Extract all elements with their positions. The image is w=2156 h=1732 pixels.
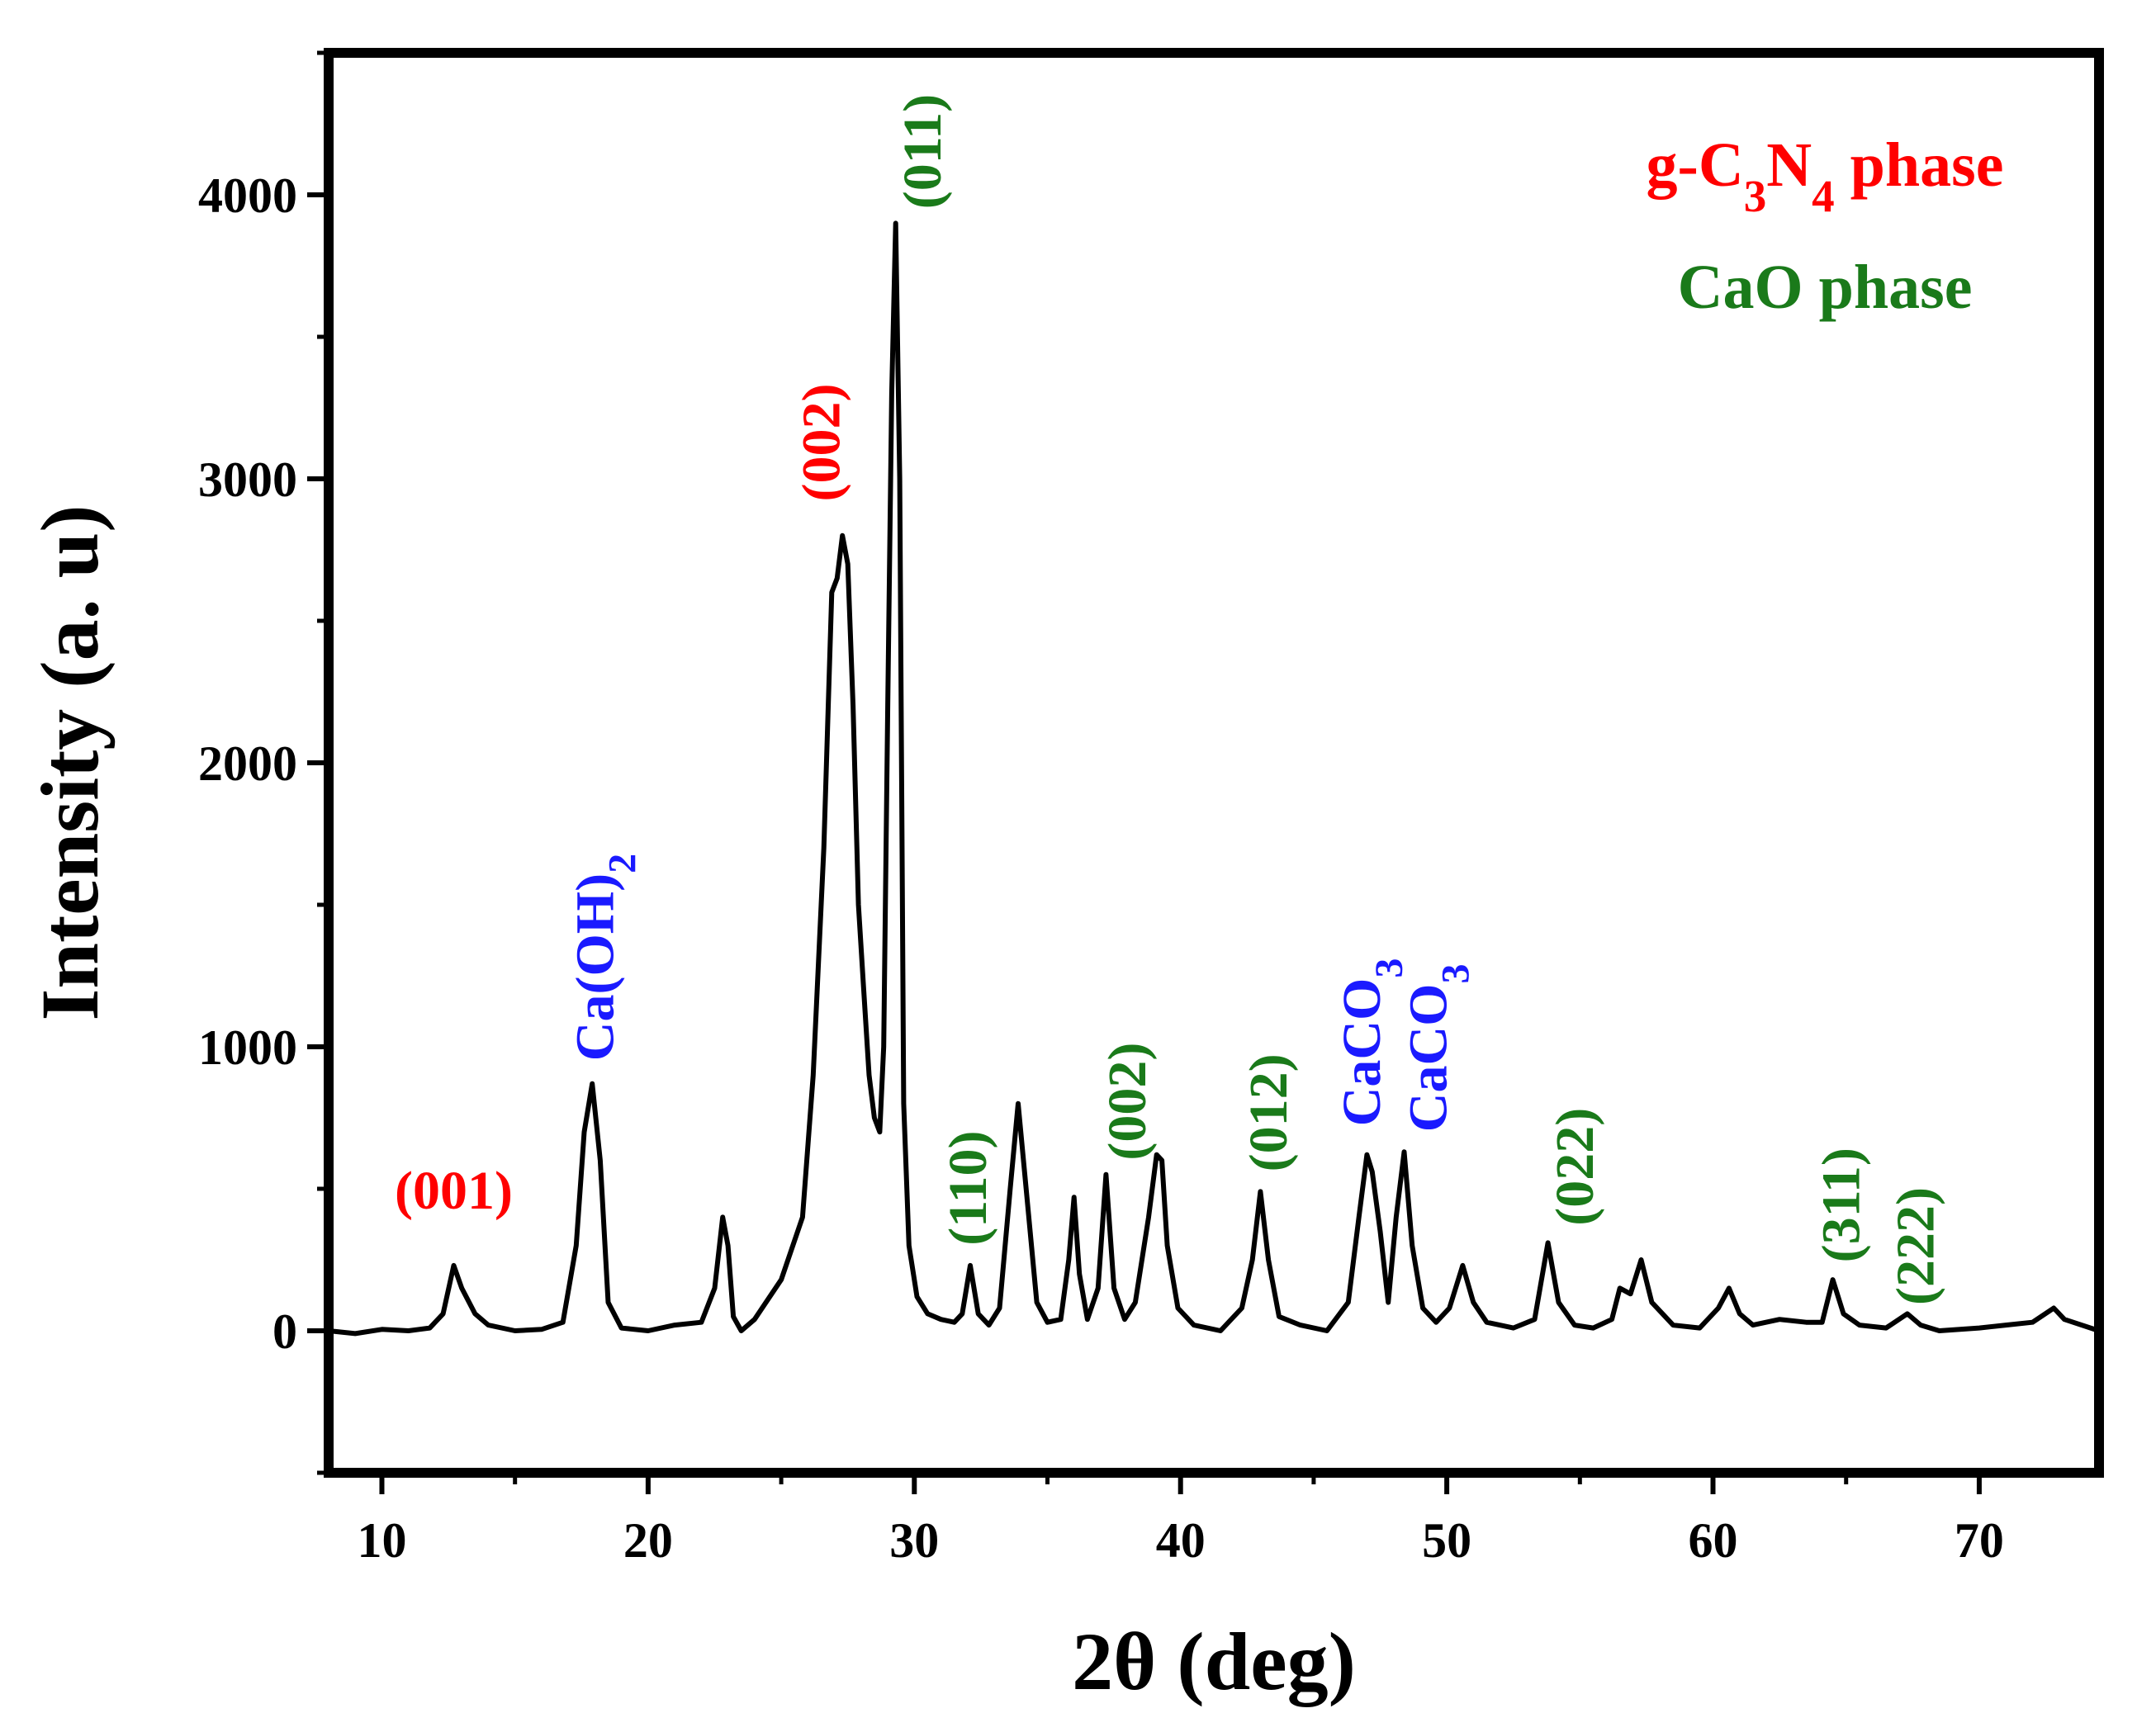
plot-frame <box>324 48 2104 1478</box>
xrd-series-line <box>328 220 2100 1337</box>
x-tick-labels: 10 20 30 40 50 60 70 <box>357 1513 2003 1568</box>
legend-gcn-phase: g-C3N4 phase <box>1647 130 2004 221</box>
peak-label: (002) <box>1097 1043 1158 1161</box>
peak-label: (110) <box>938 1130 998 1245</box>
legend: g-C3N4 phase CaO phase <box>1647 130 2004 322</box>
y-tick-label: 1000 <box>198 1020 297 1075</box>
x-tick-label: 10 <box>357 1513 406 1568</box>
peak-label: (011) <box>893 94 953 209</box>
peak-label: (002) <box>792 384 852 502</box>
legend-cao-phase: CaO phase <box>1678 253 1973 322</box>
x-tick-label: 70 <box>1955 1513 2004 1568</box>
x-tick-label: 20 <box>623 1513 673 1568</box>
y-tick-label: 3000 <box>198 452 297 507</box>
peak-label: (001) <box>395 1161 513 1221</box>
peak-label: (222) <box>1886 1187 1946 1305</box>
peak-label: Ca(OH)2 <box>565 854 644 1061</box>
x-tick-label: 50 <box>1422 1513 1471 1568</box>
y-tick-label: 4000 <box>198 168 297 223</box>
x-tick-label: 60 <box>1689 1513 1738 1568</box>
peak-labels: (001) Ca(OH)2 (002) (011) (110) (002) (012) CaC… <box>395 94 1945 1305</box>
y-axis-title: Intensity (a. u) <box>24 504 116 1020</box>
peak-label: CaCO3 <box>1332 958 1411 1127</box>
peak-label: CaCO3 <box>1399 964 1478 1133</box>
y-tick-labels: 0 1000 2000 3000 4000 <box>198 168 297 1359</box>
y-tick-label: 2000 <box>198 736 297 791</box>
y-tick-label: 0 <box>272 1304 297 1359</box>
peak-label: (012) <box>1239 1053 1299 1171</box>
peak-label: (022) <box>1545 1108 1605 1226</box>
x-tick-label: 40 <box>1156 1513 1206 1568</box>
x-tick-label: 30 <box>889 1513 939 1568</box>
x-axis-title: 2θ (deg) <box>1072 1616 1356 1707</box>
peak-label: (311) <box>1811 1148 1871 1262</box>
